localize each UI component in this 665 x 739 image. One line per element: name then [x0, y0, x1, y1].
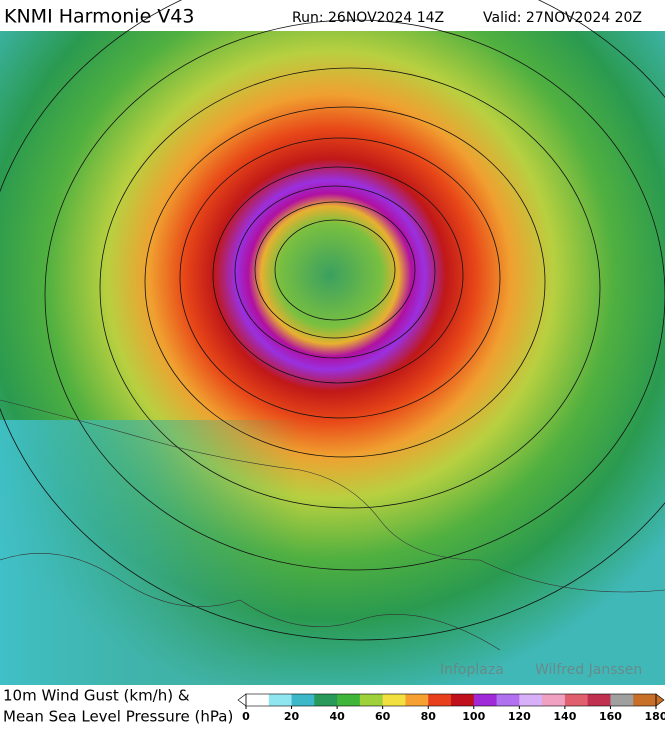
- colorbar-tick-label: 140: [553, 710, 576, 723]
- colorbar-tick-label: 40: [329, 710, 345, 723]
- colorbar-swatch: [359, 694, 384, 706]
- watermark-author: Wilfred Janssen: [535, 662, 642, 678]
- colorbar-swatch: [519, 694, 543, 706]
- colorbar: 0 20 40 60 80 100 120 140 160 180: [237, 693, 665, 723]
- colorbar-swatch: [496, 694, 520, 706]
- colorbar-frame: [245, 693, 657, 707]
- colorbar-swatch: [246, 694, 270, 706]
- colorbar-swatch: [451, 694, 475, 706]
- colorbar-swatch: [633, 694, 657, 706]
- colorbar-tick-label: 80: [421, 710, 437, 723]
- watermark-org: Infoplaza: [440, 662, 504, 678]
- colorbar-swatch: [587, 694, 611, 706]
- colorbar-tick-label: 20: [284, 710, 300, 723]
- colorbar-swatch: [610, 694, 634, 706]
- colorbar-tick-label: 160: [599, 710, 622, 723]
- colorbar-swatch: [473, 694, 498, 706]
- valid-time: Valid: 27NOV2024 20Z: [483, 10, 642, 26]
- legend-title-1: 10m Wind Gust (km/h) &: [3, 687, 190, 705]
- map: [0, 0, 665, 685]
- legend-title-2: Mean Sea Level Pressure (hPa): [3, 708, 233, 726]
- colorbar-swatch: [291, 694, 315, 706]
- colorbar-tick-label: 0: [242, 710, 250, 723]
- colorbar-swatch: [314, 694, 338, 706]
- colorbar-arrow: [655, 693, 665, 707]
- colorbar-swatch: [382, 694, 406, 706]
- colorbar-arrow: [237, 693, 247, 707]
- colorbar-swatch: [542, 694, 566, 706]
- colorbar-tick-label: 180: [645, 710, 665, 723]
- colorbar-swatch: [268, 694, 293, 706]
- colorbar-swatch: [337, 694, 361, 706]
- colorbar-swatch: [405, 694, 429, 706]
- colorbar-tick-label: 100: [462, 710, 485, 723]
- colorbar-tick-label: 120: [508, 710, 531, 723]
- colorbar-swatch: [564, 694, 589, 706]
- colorbar-tick-label: 60: [375, 710, 391, 723]
- colorbar-swatch: [428, 694, 452, 706]
- run-time: Run: 26NOV2024 14Z: [292, 10, 444, 26]
- title: KNMI Harmonie V43: [4, 6, 194, 28]
